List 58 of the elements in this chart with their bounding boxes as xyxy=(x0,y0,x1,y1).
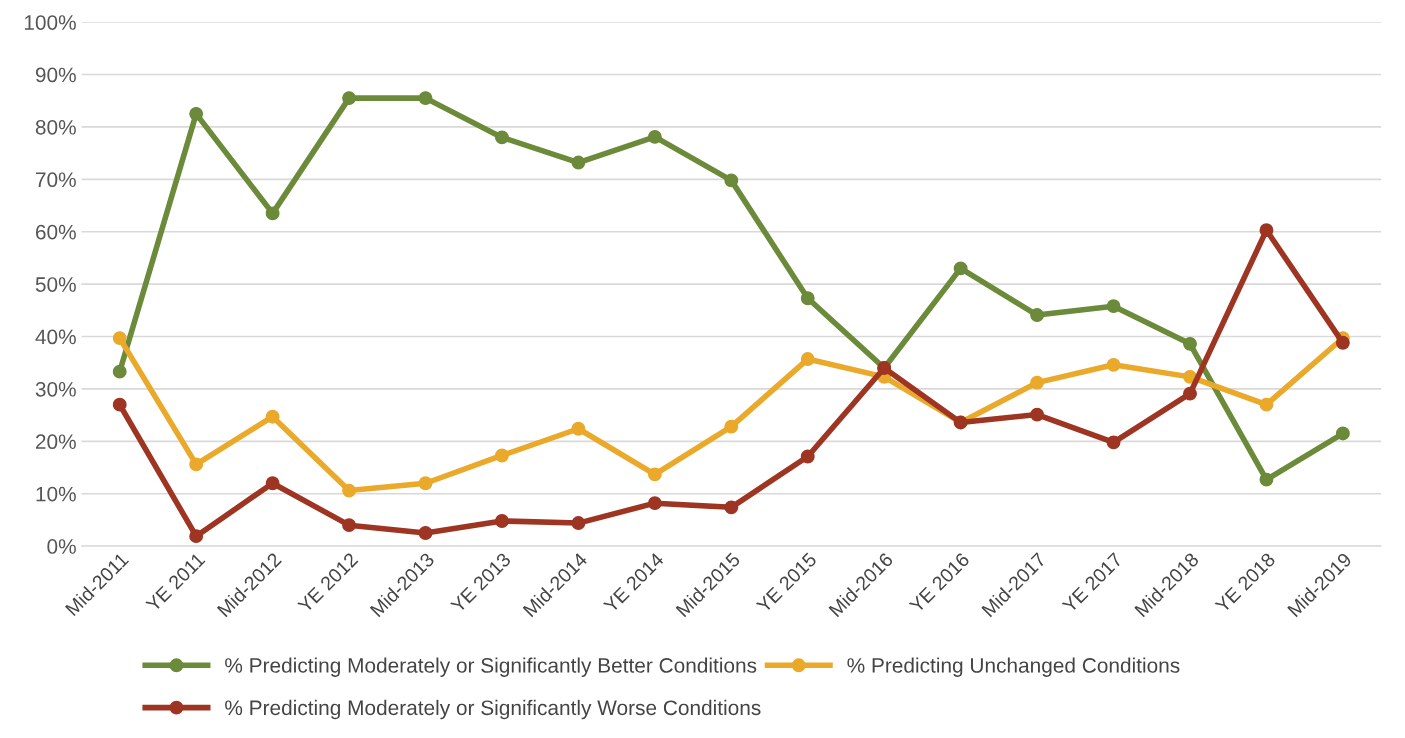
point xyxy=(1259,223,1274,238)
point xyxy=(495,514,509,528)
point xyxy=(1030,407,1045,422)
y-tick-label: 100% xyxy=(24,15,76,30)
point xyxy=(647,129,662,144)
point xyxy=(418,91,433,106)
point xyxy=(495,130,509,145)
point xyxy=(647,467,662,482)
point xyxy=(800,352,815,367)
point xyxy=(1106,357,1121,372)
point xyxy=(1030,375,1045,390)
point xyxy=(342,91,357,106)
point xyxy=(265,476,280,491)
point xyxy=(189,529,204,544)
point xyxy=(1183,336,1197,351)
point xyxy=(112,364,127,379)
point xyxy=(418,526,433,540)
point xyxy=(1030,308,1045,322)
y-tick-label: 50% xyxy=(35,277,76,292)
point xyxy=(1183,386,1197,401)
point xyxy=(800,449,815,464)
legend-label: % Predicting Moderately or Significantly Better Conditions xyxy=(225,657,757,677)
point xyxy=(342,483,357,498)
point xyxy=(1259,472,1274,487)
y-tick-label: 30% xyxy=(35,381,76,397)
y-tick-label: 0% xyxy=(47,539,76,554)
point xyxy=(647,496,662,511)
point xyxy=(571,516,586,531)
y-tick-label: 40% xyxy=(35,329,76,345)
point xyxy=(724,419,739,434)
point xyxy=(800,291,815,306)
point xyxy=(724,173,739,188)
point xyxy=(1335,335,1350,350)
point xyxy=(112,397,127,412)
legend-label: % Predicting Unchanged Conditions xyxy=(847,657,1180,677)
point xyxy=(1335,426,1350,441)
point xyxy=(342,518,357,533)
legend-label: % Predicting Moderately or Significantly Worse Conditions xyxy=(225,699,761,720)
y-tick-label: 60% xyxy=(35,224,76,240)
point xyxy=(495,448,509,463)
point xyxy=(418,476,433,491)
y-tick-label: 20% xyxy=(35,434,76,450)
y-tick-label: 70% xyxy=(36,172,76,188)
point xyxy=(189,106,204,121)
y-tick-label: 10% xyxy=(36,486,76,502)
point xyxy=(571,155,586,170)
point xyxy=(112,331,127,346)
point xyxy=(1259,397,1274,412)
point xyxy=(189,457,204,472)
point xyxy=(571,421,586,436)
point xyxy=(953,261,968,276)
y-tick-label: 80% xyxy=(35,119,76,135)
point xyxy=(1106,299,1121,314)
point xyxy=(265,206,280,221)
point xyxy=(724,500,739,515)
point xyxy=(265,409,280,424)
y-tick-label: 90% xyxy=(35,67,76,83)
point xyxy=(1106,435,1121,450)
